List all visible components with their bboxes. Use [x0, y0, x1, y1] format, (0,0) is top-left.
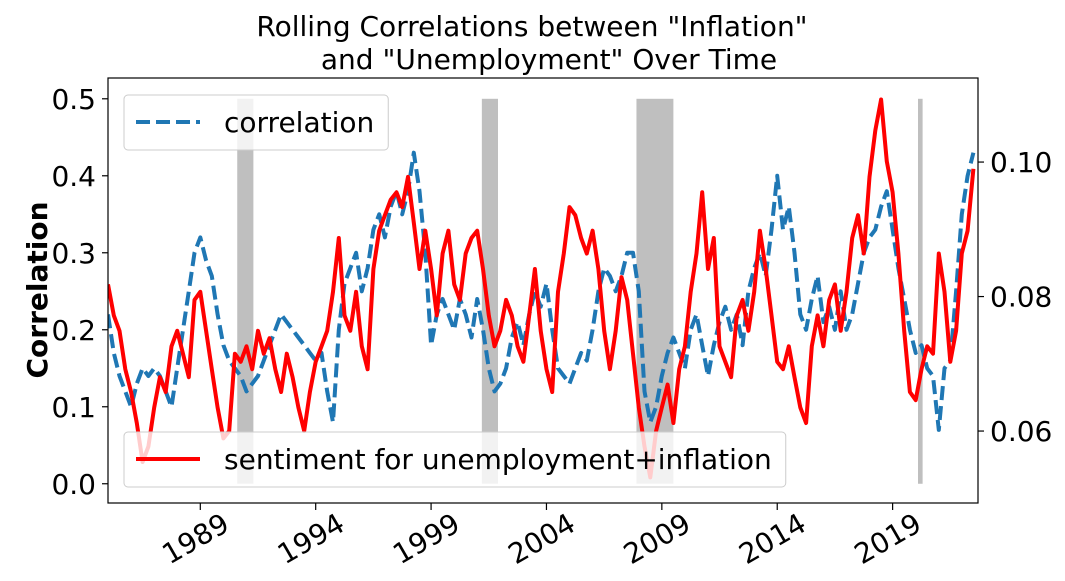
chart-title: and "Unemployment" Over Time — [321, 43, 777, 76]
plot-frame — [107, 77, 979, 504]
y-tick-label: 0.5 — [51, 83, 96, 116]
x-tick-label: 2019 — [849, 507, 927, 571]
x-tick-label: 2014 — [733, 507, 811, 571]
shaded-period — [237, 98, 254, 484]
plot-area — [108, 97, 976, 480]
y2-tick-label: 0.08 — [990, 281, 1052, 314]
x-tick-label: 1989 — [156, 507, 234, 571]
legend-label: correlation — [224, 106, 374, 139]
legend-box — [123, 94, 389, 151]
y2-tick-label: 0.10 — [990, 146, 1052, 179]
y-tick-label: 0.4 — [51, 160, 96, 193]
legend-box — [123, 431, 787, 488]
chart-title: Rolling Correlations between "Inflation" — [256, 10, 807, 43]
y-axis-label: Correlation — [21, 201, 54, 378]
shaded-period — [636, 98, 674, 484]
y-tick-label: 0.2 — [51, 314, 96, 347]
legend-label: sentiment for unemployment+inflation — [224, 443, 772, 476]
y-tick-label: 0.3 — [51, 237, 96, 270]
shaded-period — [918, 98, 923, 484]
shaded-period — [481, 98, 498, 484]
x-tick-label: 1999 — [387, 507, 465, 571]
y-tick-label: 0.0 — [51, 468, 96, 501]
y-tick-label: 0.1 — [51, 391, 96, 424]
x-tick-label: 2004 — [503, 507, 581, 571]
x-tick-label: 2009 — [618, 507, 696, 571]
series-line — [108, 97, 976, 480]
y2-tick-label: 0.06 — [990, 415, 1052, 448]
x-tick-label: 1994 — [272, 507, 350, 571]
